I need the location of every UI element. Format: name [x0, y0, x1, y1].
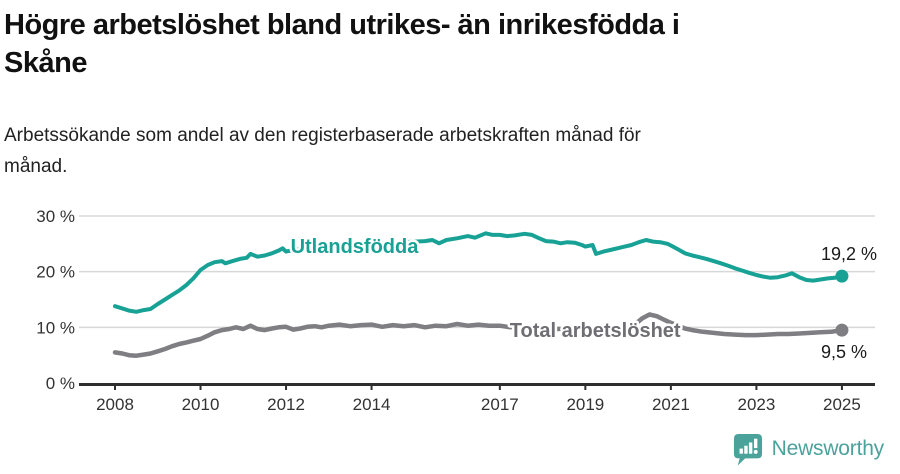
x-tick-label-2012: 2012	[267, 395, 305, 414]
x-tick-label-2021: 2021	[652, 395, 690, 414]
series-line-total[interactable]	[112, 312, 845, 358]
series-label-utlandsfodda: Utlandsfödda	[291, 236, 420, 258]
line-chart: 0 % 10 % 20 % 30 % 2008 2010 2012 2014 2017 2019 2…	[0, 195, 900, 425]
end-value-label-total: 9,5 %	[821, 342, 867, 362]
logo-bubble-shape	[733, 433, 762, 465]
chart-title: Högre arbetslöshet bland utrikes- än inr…	[4, 6, 884, 82]
chart-subtitle: Arbetssökande som andel av den registerb…	[4, 120, 864, 182]
newsworthy-logo-icon	[733, 433, 762, 465]
x-tick-label-2014: 2014	[353, 395, 391, 414]
y-tick-label-0: 0 %	[46, 374, 75, 393]
chart-svg: 0 % 10 % 20 % 30 % 2008 2010 2012 2014 2017 2019 2…	[36, 207, 877, 414]
newsworthy-logo[interactable]: Newsworthy	[733, 432, 884, 466]
logo-exclamation-stem	[753, 438, 757, 448]
x-tick-label-2025: 2025	[823, 395, 861, 414]
x-tick-label-2023: 2023	[737, 395, 775, 414]
logo-exclamation-dot	[753, 449, 758, 454]
x-tick-label-2008: 2008	[96, 395, 134, 414]
y-tick-label-20: 20 %	[36, 263, 75, 282]
y-tick-label-30: 30 %	[36, 207, 75, 226]
logo-bar-1	[739, 448, 743, 454]
chart-title-line-1: Högre arbetslöshet bland utrikes- än inr…	[4, 9, 680, 41]
series-line-utlandsfodda[interactable]	[113, 231, 844, 314]
newsworthy-logo-text: Newsworthy	[771, 437, 885, 460]
x-tick-label-2019: 2019	[566, 395, 604, 414]
end-dot-utlandsfodda[interactable]	[835, 269, 849, 283]
end-dot-total[interactable]	[835, 323, 849, 337]
series-label-total: Total arbetslöshet	[510, 320, 681, 342]
logo-bar-3	[748, 441, 752, 454]
chart-subtitle-line-2: månad.	[4, 156, 68, 177]
end-value-label-utlandsfodda: 19,2 %	[821, 244, 877, 264]
x-tick-label-2010: 2010	[182, 395, 220, 414]
y-tick-label-10: 10 %	[36, 318, 75, 337]
chart-title-line-2: Skåne	[4, 47, 87, 79]
x-tick-label-2017: 2017	[481, 395, 519, 414]
chart-subtitle-line-1: Arbetssökande som andel av den registerb…	[4, 125, 641, 146]
logo-bar-2	[743, 445, 748, 454]
